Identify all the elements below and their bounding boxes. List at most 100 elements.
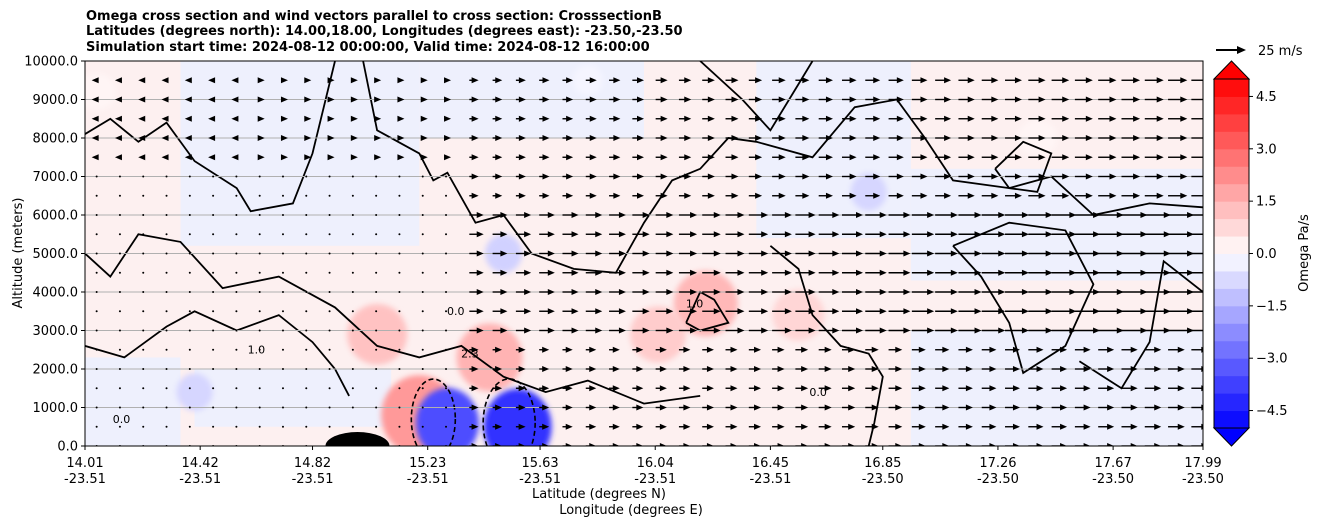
wind-vector bbox=[772, 289, 792, 295]
wind-vector bbox=[235, 310, 238, 313]
wind-vector bbox=[935, 443, 950, 446]
wind-vector bbox=[888, 269, 911, 276]
wind-vector bbox=[795, 404, 809, 411]
wind-vector bbox=[515, 212, 532, 218]
wind-vector bbox=[1051, 135, 1070, 141]
dense-contour-cluster bbox=[325, 432, 390, 446]
wind-vector bbox=[609, 404, 620, 411]
wind-vector bbox=[1144, 269, 1171, 276]
colorbar-tick-label-0: 4.5 bbox=[1256, 90, 1277, 105]
wind-vector bbox=[539, 77, 550, 84]
wind-vector bbox=[585, 366, 597, 372]
wind-vector bbox=[397, 135, 405, 141]
wind-vector bbox=[911, 115, 928, 122]
wind-vector bbox=[188, 214, 191, 216]
wind-vector bbox=[469, 115, 479, 122]
wind-vector bbox=[1168, 269, 1195, 276]
wind-vector bbox=[725, 77, 739, 84]
wind-vector bbox=[1098, 404, 1115, 411]
wind-vector bbox=[911, 269, 935, 276]
wind-vector bbox=[165, 291, 168, 293]
wind-vector bbox=[1074, 423, 1091, 430]
wind-vector bbox=[1074, 443, 1091, 446]
wind-vector bbox=[632, 423, 644, 430]
wind-vector bbox=[138, 115, 146, 122]
wind-vector bbox=[935, 404, 950, 411]
wind-vector bbox=[375, 368, 378, 370]
wind-vector bbox=[492, 212, 508, 218]
wind-vector bbox=[161, 96, 169, 103]
wind-vector bbox=[515, 269, 532, 276]
wind-vector bbox=[795, 250, 816, 257]
wind-vector bbox=[841, 404, 856, 411]
wind-vector bbox=[1028, 269, 1053, 276]
wind-vector bbox=[118, 271, 121, 274]
wind-vector bbox=[818, 212, 840, 218]
wind-vector bbox=[1028, 96, 1046, 103]
wind-vector bbox=[1051, 366, 1068, 372]
wind-vector bbox=[492, 154, 503, 161]
wind-vector bbox=[235, 175, 238, 178]
wind-vector bbox=[118, 310, 121, 313]
colorbar-segment-4 bbox=[1214, 340, 1249, 359]
colorbar-extend-high bbox=[1212, 60, 1251, 80]
wind-vector bbox=[1028, 308, 1053, 315]
wind-vector bbox=[188, 329, 191, 332]
wind-vector bbox=[328, 310, 331, 313]
wind-vector bbox=[888, 404, 903, 411]
wind-vector bbox=[95, 348, 98, 351]
wind-vector bbox=[1051, 404, 1068, 411]
wind-vector bbox=[328, 406, 331, 409]
wind-vector bbox=[562, 173, 574, 180]
wind-vector bbox=[375, 406, 378, 409]
wind-vector bbox=[725, 269, 745, 276]
wind-vector bbox=[958, 423, 973, 430]
y-tick-label-8: 8000.0 bbox=[33, 132, 79, 147]
wind-vector bbox=[888, 327, 911, 334]
wind-vector bbox=[725, 212, 745, 218]
colorbar-tick-label-3: 0.0 bbox=[1256, 247, 1277, 262]
wind-vector bbox=[280, 135, 288, 141]
wind-vector bbox=[1005, 443, 1020, 446]
wind-vector bbox=[539, 212, 555, 218]
wind-vector bbox=[212, 406, 215, 409]
wind-vector bbox=[351, 175, 354, 178]
contour-label-2: 2.3 bbox=[461, 347, 479, 360]
wind-vector bbox=[841, 96, 857, 103]
wind-vector bbox=[1074, 269, 1101, 276]
wind-vector bbox=[539, 385, 550, 392]
wind-vector bbox=[748, 327, 769, 334]
wind-vector bbox=[1144, 115, 1164, 122]
wind-vector bbox=[469, 96, 479, 103]
wind-vector bbox=[304, 115, 312, 122]
wind-vector bbox=[118, 329, 121, 332]
wind-vector bbox=[935, 192, 952, 199]
wind-vector bbox=[1098, 115, 1117, 122]
wind-vector bbox=[1074, 96, 1093, 103]
wind-vector bbox=[165, 271, 168, 274]
x-tick-label-lat-10: 17.99 bbox=[1184, 456, 1221, 471]
wind-vector bbox=[138, 135, 146, 141]
wind-vector bbox=[981, 346, 997, 353]
wind-vector bbox=[1074, 289, 1101, 295]
wind-vector bbox=[678, 231, 698, 238]
wind-vector bbox=[1144, 231, 1171, 238]
wind-vector bbox=[1028, 135, 1046, 141]
wind-vector bbox=[1005, 327, 1029, 334]
wind-vector bbox=[1098, 96, 1117, 103]
colorbar-tick-label-6: −4.5 bbox=[1256, 404, 1288, 419]
wind-vector bbox=[420, 77, 428, 84]
wind-vector bbox=[397, 77, 405, 84]
wind-vector bbox=[539, 192, 550, 199]
wind-vector bbox=[1051, 154, 1070, 161]
wind-vector bbox=[258, 214, 261, 216]
wind-vector bbox=[678, 212, 698, 218]
wind-vector bbox=[609, 250, 626, 257]
wind-vector bbox=[748, 269, 769, 276]
colorbar-segment-12 bbox=[1214, 201, 1249, 220]
wind-vector bbox=[492, 423, 503, 430]
wind-vector bbox=[562, 192, 574, 199]
wind-vector bbox=[398, 310, 401, 313]
wind-vector bbox=[958, 212, 982, 218]
wind-vector bbox=[1028, 154, 1046, 161]
